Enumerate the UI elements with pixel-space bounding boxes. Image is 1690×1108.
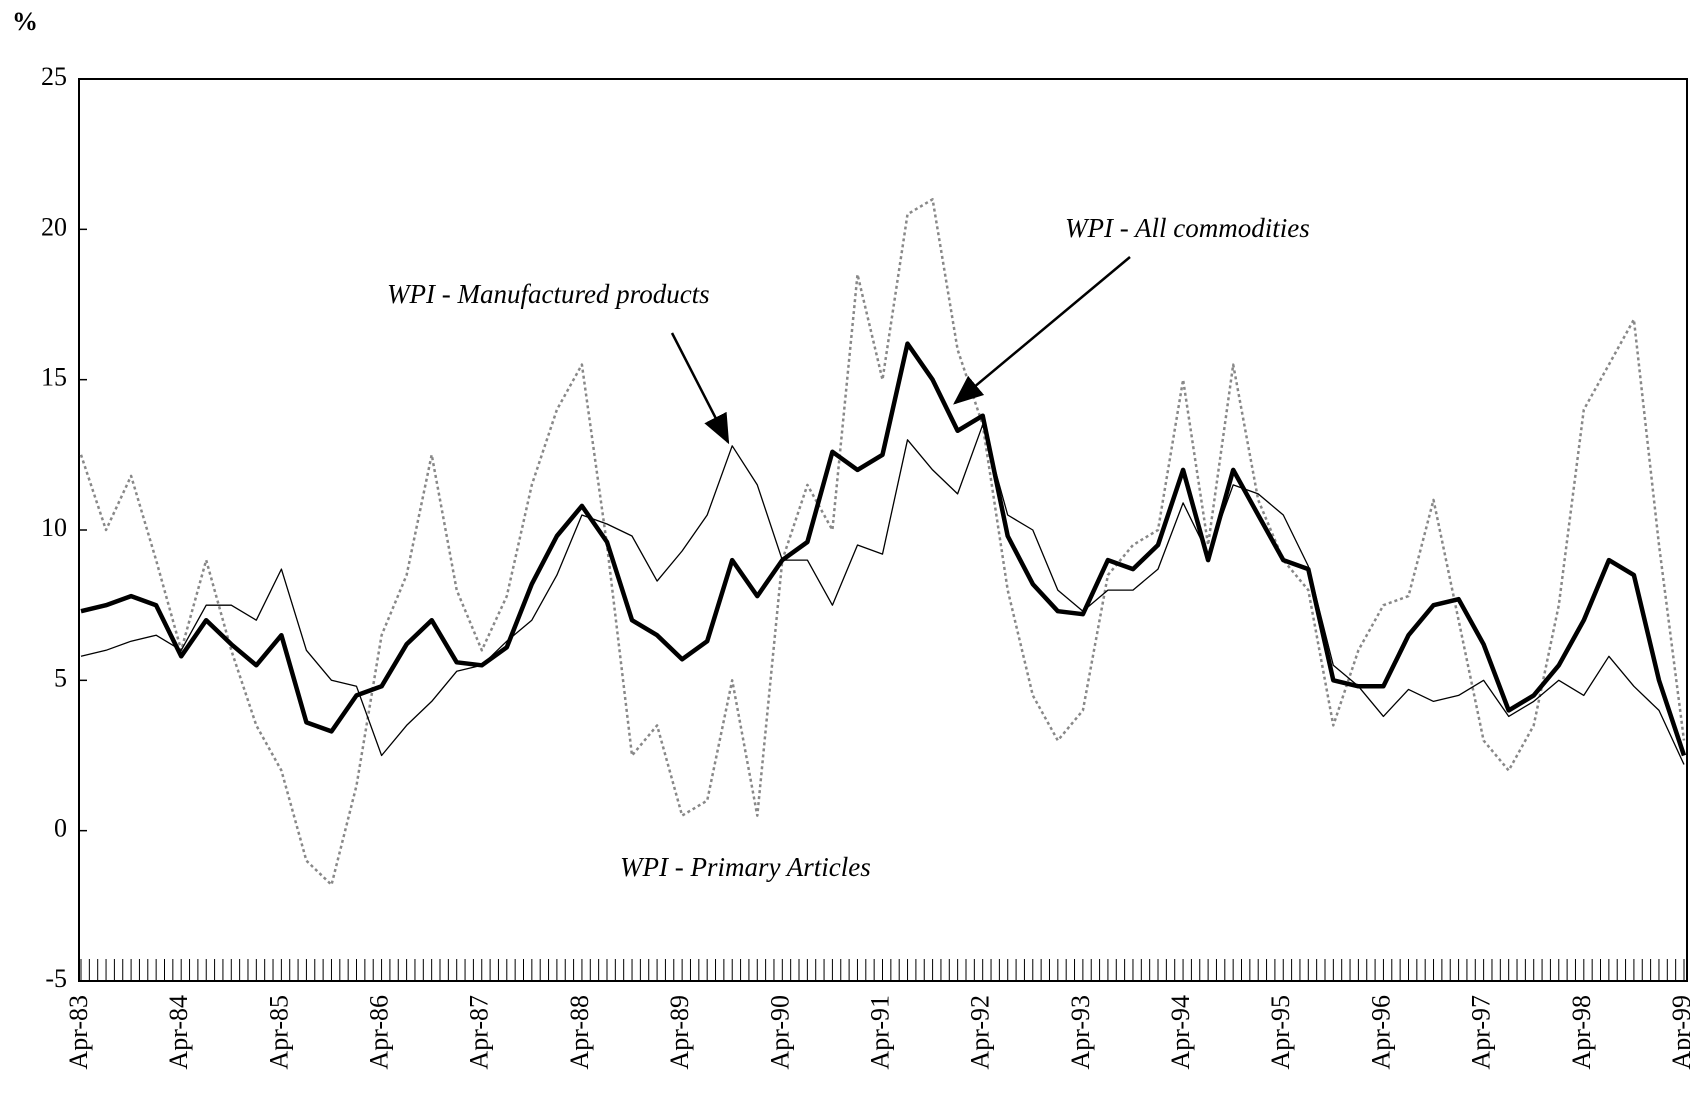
x-tick-label: Apr-88	[565, 995, 594, 1070]
x-tick-label: Apr-98	[1567, 995, 1596, 1070]
x-tick-label: Apr-91	[865, 995, 894, 1070]
series-line	[80, 341, 1687, 757]
x-tick-label: Apr-97	[1467, 995, 1496, 1070]
x-tick-label: Apr-85	[264, 995, 293, 1070]
x-tick-label: Apr-93	[1066, 995, 1095, 1070]
annotation-arrow	[953, 256, 1131, 405]
x-tick-label: Apr-86	[365, 995, 394, 1070]
legend-label: WPI - Primary Articles	[620, 852, 871, 882]
x-tick-label: Apr-96	[1366, 995, 1395, 1070]
plot-frame	[78, 78, 1688, 982]
y-tick-label: 15	[41, 363, 67, 392]
y-axis-label: %	[12, 7, 38, 36]
x-tick-label: Apr-94	[1166, 995, 1195, 1070]
x-tick-label: Apr-84	[164, 995, 193, 1070]
x-tick-label: Apr-99	[1667, 995, 1690, 1070]
x-tick-label: Apr-92	[966, 995, 995, 1070]
x-tick-label: Apr-90	[765, 995, 794, 1070]
y-tick-label: 25	[41, 62, 67, 91]
y-tick-label: -5	[45, 964, 67, 993]
y-tick-label: 20	[41, 212, 67, 241]
legend-label: WPI - All commodities	[1065, 213, 1310, 243]
series-line	[79, 198, 1686, 887]
y-tick-label: 5	[54, 663, 67, 692]
legend-label: WPI - Manufactured products	[387, 279, 710, 309]
x-tick-label: Apr-89	[665, 995, 694, 1070]
annotation-arrow	[670, 332, 730, 445]
x-tick-label: Apr-87	[465, 995, 494, 1070]
y-tick-label: 10	[41, 513, 67, 542]
x-tick-label: Apr-95	[1266, 995, 1295, 1070]
y-tick-label: 0	[54, 814, 67, 843]
x-tick-label: Apr-83	[64, 995, 93, 1070]
series-line	[80, 424, 1685, 765]
